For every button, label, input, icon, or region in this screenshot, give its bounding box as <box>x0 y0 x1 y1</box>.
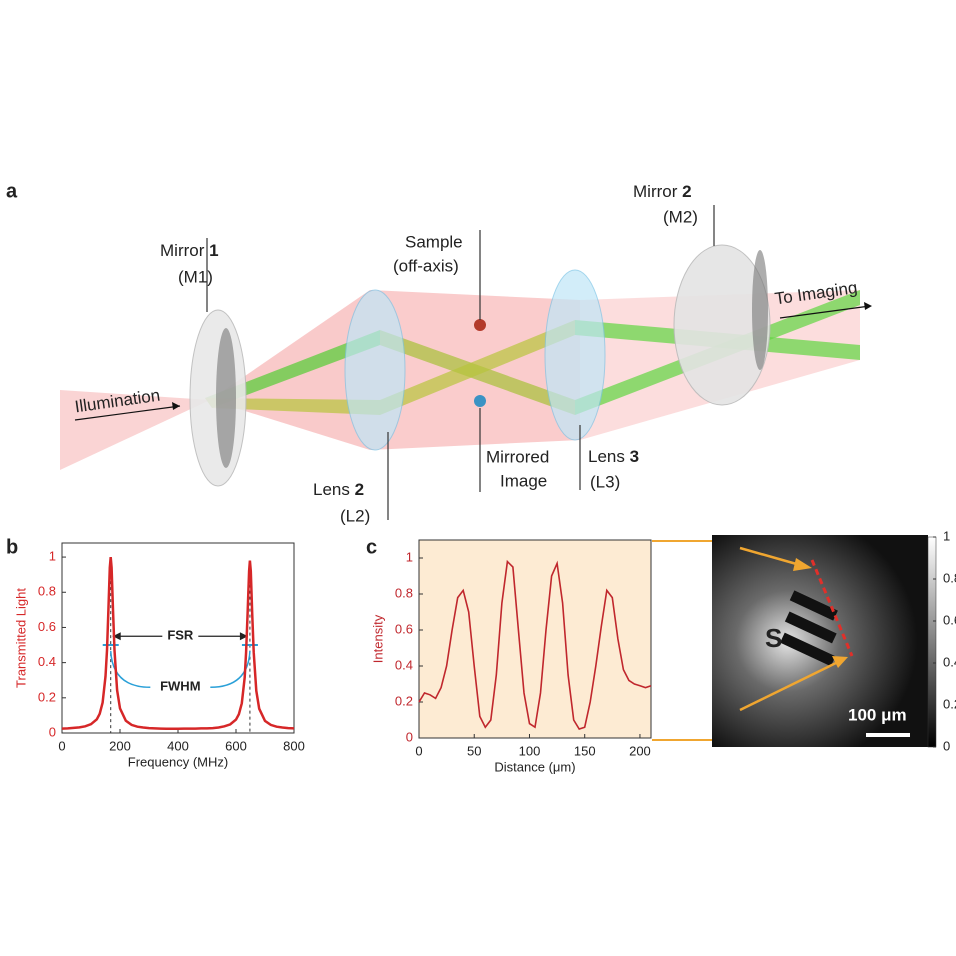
label-text: Lens <box>588 447 625 466</box>
label-text: Mirror <box>633 182 678 201</box>
optical-diagram <box>60 205 872 520</box>
label-number: 2 <box>682 182 691 201</box>
data-line <box>418 559 652 730</box>
annotation: FSR <box>167 628 194 643</box>
scale-bar-label: 100 μm <box>848 705 907 724</box>
colorbar-tick-label: 0.2 <box>943 696 956 711</box>
y-tick-label: 0.2 <box>395 693 413 708</box>
fwhm-arrow <box>210 650 251 689</box>
sample-label: Sample <box>405 232 463 251</box>
label-number: 1 <box>209 241 218 260</box>
panel-label: a <box>6 180 18 202</box>
colorbar-tick-label: 0 <box>943 738 950 753</box>
lens3-abbr: (L3) <box>590 472 620 491</box>
y-tick-label: 0 <box>406 729 413 744</box>
arrowhead <box>239 632 248 641</box>
panel-label: c <box>366 536 377 558</box>
y-tick-label: 0.6 <box>395 621 413 636</box>
mirror1-label: Mirror 1 <box>160 241 219 260</box>
y-tick-label: 0.8 <box>395 585 413 600</box>
y-axis-label: Intensity <box>370 614 385 663</box>
plot-background <box>419 540 651 738</box>
y-tick-label: 1 <box>406 549 413 564</box>
x-axis-label: Frequency (MHz) <box>128 754 228 769</box>
label-text: Lens <box>313 480 350 499</box>
lens3-label: Lens 3 <box>588 447 639 466</box>
mirror2-abbr: (M2) <box>663 207 698 226</box>
mirrored-label: Image <box>500 471 547 490</box>
sample-label: (off-axis) <box>393 256 459 275</box>
colorbar-tick-label: 0.4 <box>943 654 956 669</box>
x-tick-label: 400 <box>167 738 189 753</box>
lens2-abbr: (L2) <box>340 506 370 525</box>
data-line <box>61 556 295 731</box>
y-tick-label: 0.4 <box>395 657 413 672</box>
arrowhead <box>112 632 121 641</box>
y-tick-label: 0.8 <box>38 584 56 599</box>
colorbar-tick-label: 0.8 <box>943 570 956 585</box>
x-tick-label: 200 <box>109 738 131 753</box>
x-tick-label: 150 <box>574 743 596 758</box>
x-tick-label: 0 <box>415 743 422 758</box>
fwhm-arrow <box>109 650 151 689</box>
x-tick-label: 200 <box>629 743 651 758</box>
pattern: S <box>765 623 782 653</box>
x-tick-label: 0 <box>58 738 65 753</box>
label-number: 3 <box>630 447 639 466</box>
lens2-label: Lens 2 <box>313 480 364 499</box>
microscope-image: S <box>652 535 937 748</box>
mirrored-label: Mirrored <box>486 447 549 466</box>
mirror2-label: Mirror 2 <box>633 182 692 201</box>
panel-label: b <box>6 536 18 558</box>
label-bg <box>162 628 199 645</box>
colorbar-tick-label: 0.6 <box>943 612 956 627</box>
x-tick-label: 800 <box>283 738 305 753</box>
x-tick-label: 600 <box>225 738 247 753</box>
colorbar <box>927 536 937 748</box>
annotation: FWHM <box>160 679 200 694</box>
y-tick-label: 0 <box>49 724 56 739</box>
label-number: 2 <box>355 480 364 499</box>
mirror1-abbr: (M1) <box>178 267 213 286</box>
y-tick-label: 0.4 <box>38 654 56 669</box>
plot-frame <box>418 539 652 739</box>
colorbar-tick-label: 1 <box>943 528 950 543</box>
y-tick-label: 1 <box>49 549 56 564</box>
x-tick-label: 100 <box>519 743 541 758</box>
label-text: Mirror <box>160 241 205 260</box>
x-axis-label: Distance (μm) <box>494 759 575 774</box>
x-tick-label: 50 <box>467 743 481 758</box>
y-tick-label: 0.6 <box>38 619 56 634</box>
y-tick-label: 0.2 <box>38 689 56 704</box>
y-axis-label: Transmitted Light <box>13 588 28 688</box>
